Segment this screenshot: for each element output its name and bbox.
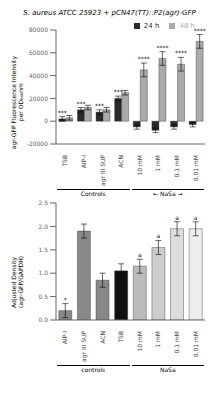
svg-text:a: a (157, 232, 161, 239)
svg-text:60000: 60000 (29, 49, 48, 56)
html-text:← NaSa →: ← NaSa → (153, 190, 183, 197)
svg-text:TSB: TSB (117, 331, 124, 344)
svg-text:ACN: ACN (99, 331, 106, 344)
svg-text:***: *** (114, 88, 123, 95)
svg-text:agr III SUP: agr III SUP (80, 331, 88, 362)
svg-text:****: **** (156, 44, 168, 51)
svg-text:***: *** (95, 102, 104, 109)
svg-text:-20000: -20000 (27, 140, 48, 147)
svg-text:80000: 80000 (29, 26, 48, 33)
svg-text:40000: 40000 (29, 72, 48, 79)
svg-text:a: a (194, 214, 198, 221)
html-text:NaSa: NaSa (159, 366, 176, 373)
html-text:24 h: 24 h (143, 22, 160, 30)
svg-text:****: **** (175, 49, 187, 56)
svg-text:0: 0 (44, 117, 48, 124)
svg-text:TSB: TSB (61, 155, 68, 168)
svg-text:a: a (138, 251, 142, 258)
svg-text:2.5: 2.5 (38, 199, 48, 206)
svg-text:0.0: 0.0 (38, 316, 48, 323)
svg-text:****: **** (194, 27, 206, 34)
svg-text:0.01 mM: 0.01 mM (192, 331, 199, 357)
svg-text:20000: 20000 (29, 95, 48, 102)
html-text:agr-GFP Fluorescence Intensity: agr-GFP Fluorescence Intensity per OD₆₀₀… (10, 56, 24, 150)
svg-text:ACN: ACN (117, 155, 124, 168)
svg-text:0.01 mM: 0.01 mM (192, 155, 199, 181)
svg-text:0.1 mM: 0.1 mM (173, 331, 180, 353)
svg-text:a: a (175, 214, 179, 221)
svg-text:10 mM: 10 mM (136, 155, 143, 176)
svg-text:1 mM: 1 mM (154, 331, 161, 348)
svg-text:1.5: 1.5 (38, 246, 48, 253)
svg-text:10 mM: 10 mM (136, 331, 143, 352)
html-text:Adjusted Density (agr-GFP/GAPD: Adjusted Density (agr-GFP/GAPDH) (10, 256, 24, 308)
svg-text:****: **** (138, 55, 150, 62)
html-text:48 h: 48 h (179, 22, 195, 30)
svg-text:AIP-I: AIP-I (80, 155, 87, 169)
svg-text:***: *** (76, 100, 85, 107)
html-text:Controls: Controls (80, 190, 106, 197)
svg-text:***: *** (58, 109, 67, 116)
svg-text:1 mM: 1 mM (154, 155, 161, 172)
svg-text:*: * (64, 296, 67, 303)
svg-text:AIP-I: AIP-I (61, 331, 68, 345)
svg-text:0.5: 0.5 (38, 293, 48, 300)
svg-text:0.1 mM: 0.1 mM (173, 155, 180, 177)
svg-text:2.0: 2.0 (38, 223, 48, 230)
html-text:S. aureus ATCC 25923 + pCN47(T: S. aureus ATCC 25923 + pCN47(TT)::P2(agr… (23, 9, 196, 17)
html-text:controls: controls (81, 366, 106, 373)
svg-text:agr III SUP: agr III SUP (99, 155, 107, 186)
svg-text:1.0: 1.0 (38, 269, 48, 276)
